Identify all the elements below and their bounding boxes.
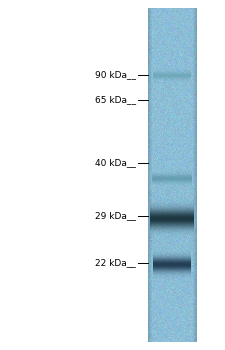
Text: 65 kDa__: 65 kDa__: [95, 96, 136, 105]
Text: 22 kDa__: 22 kDa__: [95, 259, 136, 267]
Text: 40 kDa__: 40 kDa__: [95, 159, 136, 168]
Text: 29 kDa__: 29 kDa__: [95, 211, 136, 220]
Text: 90 kDa__: 90 kDa__: [95, 70, 136, 79]
